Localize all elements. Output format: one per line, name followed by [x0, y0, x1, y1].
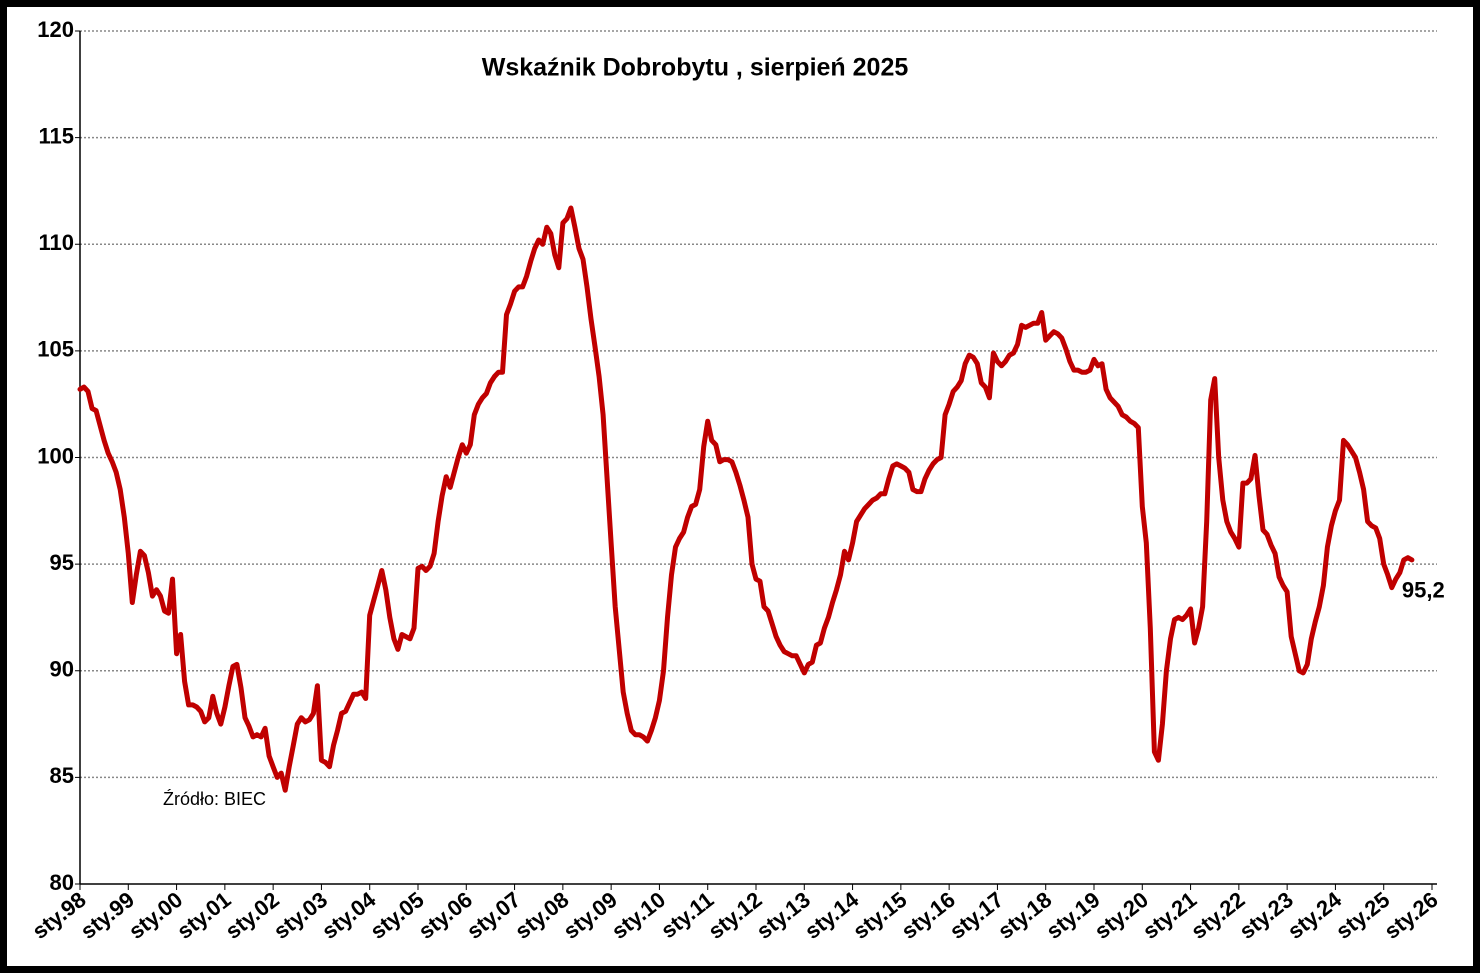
value-label: 95,2 [1402, 578, 1445, 603]
source-note: Źródło: BIEC [163, 789, 266, 809]
y-tick-label: 90 [50, 657, 74, 682]
y-tick-label: 110 [39, 230, 75, 255]
y-tick-label: 95 [50, 550, 74, 575]
y-tick-label: 100 [37, 443, 74, 468]
y-tick-label: 105 [37, 337, 74, 362]
y-tick-label: 85 [50, 763, 74, 788]
y-tick-label: 115 [39, 123, 75, 148]
chart-title: Wskaźnik Dobrobytu , sierpień 2025 [482, 54, 909, 82]
y-tick-label: 120 [37, 17, 74, 42]
data-line [77, 205, 1415, 793]
y-tick-label: 80 [50, 870, 74, 895]
